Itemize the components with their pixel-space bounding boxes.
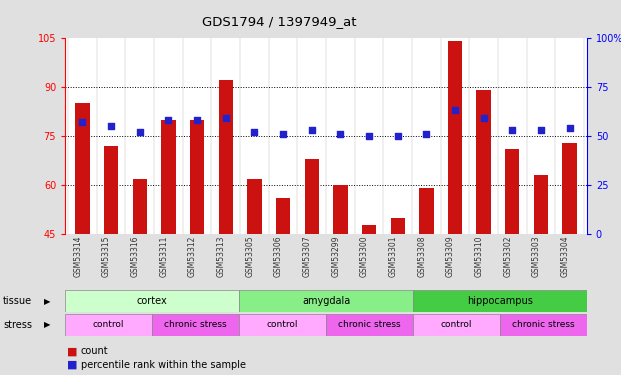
Bar [500, 314, 587, 336]
Text: control: control [93, 320, 124, 329]
Text: chronic stress: chronic stress [338, 320, 401, 329]
Point [364, 133, 374, 139]
Text: chronic stress: chronic stress [165, 320, 227, 329]
Text: count: count [81, 346, 108, 356]
Bar [413, 314, 500, 336]
Point [250, 129, 260, 135]
Bar [304, 159, 319, 234]
Point [450, 107, 460, 113]
Text: control: control [441, 320, 472, 329]
Text: cortex: cortex [137, 296, 168, 306]
Text: GSM53309: GSM53309 [446, 236, 455, 277]
Bar [75, 103, 89, 234]
Text: GSM53313: GSM53313 [217, 236, 225, 277]
Text: amygdala: amygdala [302, 296, 350, 306]
Bar [362, 225, 376, 234]
Text: GSM53299: GSM53299 [332, 236, 340, 277]
Bar [239, 290, 413, 312]
Bar [326, 314, 413, 336]
Point [278, 131, 288, 137]
Bar [132, 178, 147, 234]
Text: GSM53304: GSM53304 [561, 236, 569, 277]
Bar [104, 146, 118, 234]
Text: hippocampus: hippocampus [467, 296, 533, 306]
Bar [505, 149, 520, 234]
Text: GSM53312: GSM53312 [188, 236, 197, 277]
Text: tissue: tissue [3, 296, 32, 306]
Text: GSM53311: GSM53311 [160, 236, 168, 277]
Bar [247, 178, 261, 234]
Bar [239, 314, 326, 336]
Point [422, 131, 432, 137]
Bar [65, 314, 152, 336]
Text: GSM53306: GSM53306 [274, 236, 283, 277]
Text: GSM53300: GSM53300 [360, 236, 369, 277]
Point [564, 125, 574, 131]
Point [106, 123, 116, 129]
Point [78, 119, 88, 125]
Bar [190, 120, 204, 234]
Text: GSM53314: GSM53314 [73, 236, 83, 277]
Bar [448, 41, 462, 234]
Bar [152, 314, 239, 336]
Bar [161, 120, 176, 234]
Text: ▶: ▶ [44, 297, 50, 306]
Bar [413, 290, 587, 312]
Text: GSM53303: GSM53303 [532, 236, 541, 277]
Point [163, 117, 173, 123]
Text: GSM53310: GSM53310 [474, 236, 484, 277]
Bar [563, 142, 577, 234]
Text: ■: ■ [67, 360, 78, 369]
Point [335, 131, 345, 137]
Bar [534, 176, 548, 234]
Bar [419, 188, 433, 234]
Text: GDS1794 / 1397949_at: GDS1794 / 1397949_at [202, 15, 356, 28]
Point [307, 127, 317, 133]
Bar [65, 290, 239, 312]
Point [220, 115, 230, 121]
Bar [333, 185, 348, 234]
Text: GSM53316: GSM53316 [131, 236, 140, 277]
Text: ▶: ▶ [44, 320, 50, 329]
Point [135, 129, 145, 135]
Bar [219, 80, 233, 234]
Text: GSM53305: GSM53305 [245, 236, 255, 277]
Point [192, 117, 202, 123]
Bar [276, 198, 290, 234]
Text: GSM53302: GSM53302 [504, 236, 512, 277]
Point [479, 115, 489, 121]
Point [392, 133, 402, 139]
Point [536, 127, 546, 133]
Text: GSM53315: GSM53315 [102, 236, 111, 277]
Text: GSM53301: GSM53301 [389, 236, 397, 277]
Text: GSM53308: GSM53308 [417, 236, 427, 277]
Text: GSM53307: GSM53307 [302, 236, 312, 277]
Text: chronic stress: chronic stress [512, 320, 574, 329]
Text: control: control [267, 320, 298, 329]
Point [507, 127, 517, 133]
Text: percentile rank within the sample: percentile rank within the sample [81, 360, 246, 369]
Text: ■: ■ [67, 346, 78, 356]
Bar [476, 90, 491, 234]
Bar [391, 218, 405, 234]
Text: stress: stress [3, 320, 32, 330]
